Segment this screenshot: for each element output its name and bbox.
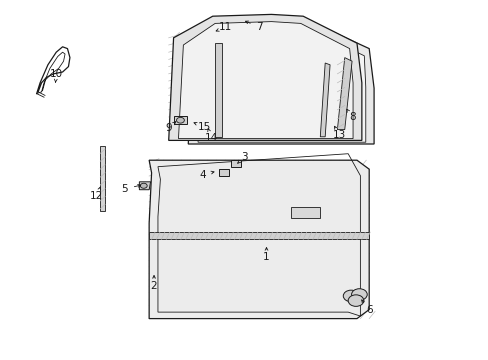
Polygon shape	[337, 58, 351, 130]
Circle shape	[347, 295, 363, 306]
Text: 14: 14	[204, 132, 218, 143]
Polygon shape	[215, 43, 222, 137]
Text: 9: 9	[165, 123, 172, 133]
Polygon shape	[100, 146, 105, 211]
Polygon shape	[178, 22, 352, 139]
Text: 7: 7	[255, 22, 262, 32]
Text: 3: 3	[241, 152, 247, 162]
Circle shape	[343, 290, 358, 302]
Text: 4: 4	[199, 170, 206, 180]
Circle shape	[140, 183, 147, 188]
Text: 8: 8	[348, 112, 355, 122]
Text: 11: 11	[219, 22, 232, 32]
Text: 13: 13	[332, 130, 346, 140]
Text: 12: 12	[90, 191, 103, 201]
Text: 1: 1	[263, 252, 269, 262]
Polygon shape	[198, 27, 365, 142]
Text: 5: 5	[121, 184, 128, 194]
Bar	[173, 116, 187, 124]
Polygon shape	[149, 160, 368, 319]
Text: 10: 10	[50, 69, 62, 79]
Polygon shape	[168, 14, 361, 140]
Polygon shape	[219, 169, 228, 176]
Polygon shape	[230, 160, 240, 167]
Polygon shape	[139, 182, 150, 190]
Circle shape	[176, 117, 184, 123]
Text: 2: 2	[150, 281, 157, 291]
Polygon shape	[188, 20, 373, 144]
Text: 6: 6	[365, 305, 372, 315]
Circle shape	[351, 289, 366, 300]
Text: 15: 15	[197, 122, 211, 132]
Polygon shape	[320, 63, 329, 137]
Polygon shape	[149, 232, 368, 239]
Polygon shape	[290, 207, 320, 218]
